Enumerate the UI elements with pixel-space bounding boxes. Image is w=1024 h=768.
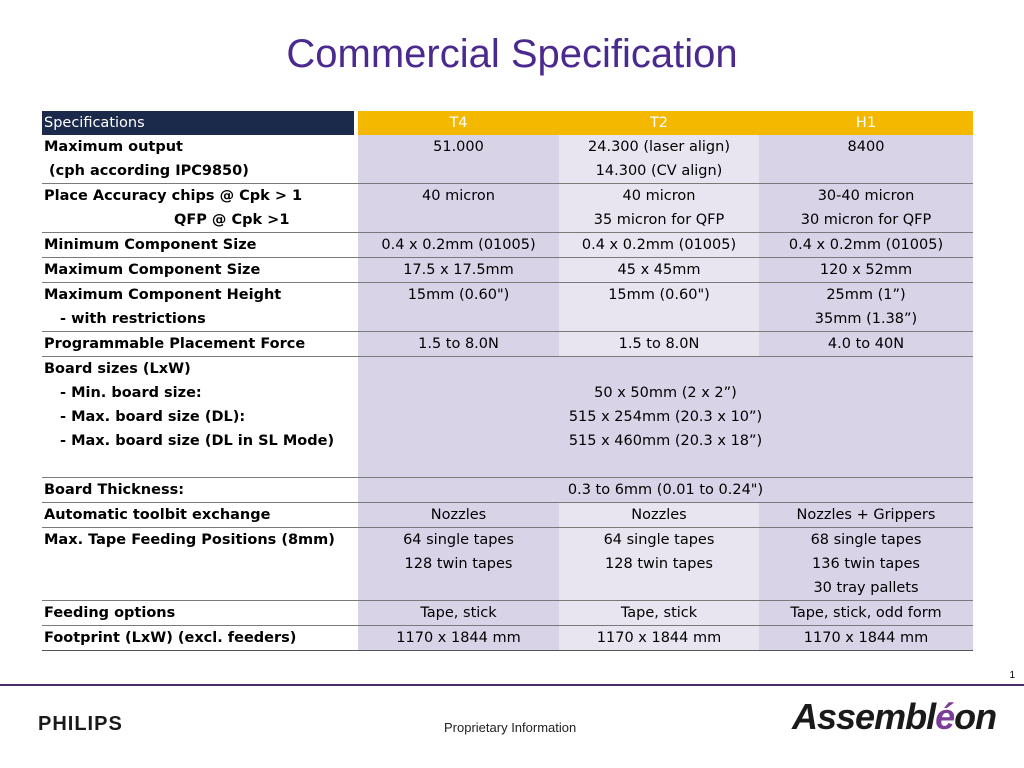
- table-row: Board sizes (LxW) - Min. board size: - M…: [42, 356, 973, 478]
- cell-h1: 68 single tapes 136 twin tapes 30 tray pal…: [759, 527, 973, 601]
- table-row: Place Accuracy chips @ Cpk > 1 QFP @ Cpk…: [42, 183, 973, 233]
- row-label: Feeding options: [44, 605, 176, 621]
- table-row: Maximum Component Height - with restrict…: [42, 282, 973, 332]
- table-row: Feeding options Tape, stick Tape, stick …: [42, 600, 973, 626]
- header-specifications: Specifications: [42, 111, 354, 135]
- table-row: Automatic toolbit exchange Nozzles Nozzl…: [42, 502, 973, 528]
- table-row: Maximum output (cph according IPC9850) 5…: [42, 135, 973, 184]
- table-header-row: Specifications T4 T2 H1: [42, 111, 973, 135]
- cell-t2: 40 micron 35 micron for QFP: [559, 183, 759, 233]
- row-label: Maximum Component Height - with restrict…: [44, 287, 282, 327]
- header-t2: T2: [559, 111, 759, 135]
- cell-t4: 40 micron: [358, 183, 559, 233]
- cell-t4: 1170 x 1844 mm: [358, 625, 559, 651]
- row-label: Maximum output (cph according IPC9850): [44, 139, 249, 179]
- table-row: Max. Tape Feeding Positions (8mm) 64 sin…: [42, 527, 973, 601]
- cell-t4: 0.4 x 0.2mm (01005): [358, 232, 559, 258]
- cell-t2: 15mm (0.60"): [559, 282, 759, 332]
- page-title: Commercial Specification: [286, 32, 738, 76]
- table-row: Programmable Placement Force 1.5 to 8.0N…: [42, 331, 973, 357]
- cell-t2: Tape, stick: [559, 600, 759, 626]
- header-h1: H1: [759, 111, 973, 135]
- cell-t4: 51.000: [358, 135, 559, 184]
- cell-t4: 15mm (0.60"): [358, 282, 559, 332]
- table-row: Maximum Component Size 17.5 x 17.5mm 45 …: [42, 257, 973, 283]
- row-label: Board Thickness:: [44, 482, 185, 498]
- row-label: Place Accuracy chips @ Cpk > 1 QFP @ Cpk…: [44, 188, 303, 228]
- cell-h1: Tape, stick, odd form: [759, 600, 973, 626]
- row-label: Footprint (LxW) (excl. feeders): [44, 630, 297, 646]
- cell-t2: 1.5 to 8.0N: [559, 331, 759, 357]
- cell-h1: 4.0 to 40N: [759, 331, 973, 357]
- cell-merged-board-sizes: 50 x 50mm (2 x 2”) 515 x 254mm (20.3 x 1…: [358, 356, 973, 478]
- cell-t2: Nozzles: [559, 502, 759, 528]
- cell-t2: 64 single tapes 128 twin tapes: [559, 527, 759, 601]
- row-label: Minimum Component Size: [44, 237, 257, 253]
- proprietary-information-text: Proprietary Information: [444, 720, 577, 735]
- cell-h1: Nozzles + Grippers: [759, 502, 973, 528]
- row-label: Max. Tape Feeding Positions (8mm): [44, 532, 335, 548]
- cell-t2: 1170 x 1844 mm: [559, 625, 759, 651]
- philips-logo: PHILIPS: [38, 713, 123, 735]
- cell-h1: 8400: [759, 135, 973, 184]
- cell-h1: 25mm (1”) 35mm (1.38”): [759, 282, 973, 332]
- header-t4: T4: [358, 111, 559, 135]
- cell-t4: Tape, stick: [358, 600, 559, 626]
- cell-t4: 64 single tapes 128 twin tapes: [358, 527, 559, 601]
- table-row: Minimum Component Size 0.4 x 0.2mm (0100…: [42, 232, 973, 258]
- row-label: Automatic toolbit exchange: [44, 507, 271, 523]
- row-label: Board sizes (LxW) - Min. board size: - M…: [44, 361, 335, 449]
- cell-t2: 24.300 (laser align) 14.300 (CV align): [559, 135, 759, 184]
- cell-t4: 1.5 to 8.0N: [358, 331, 559, 357]
- table-row: Footprint (LxW) (excl. feeders) 1170 x 1…: [42, 625, 973, 651]
- row-label: Programmable Placement Force: [44, 336, 306, 352]
- cell-t2: 0.4 x 0.2mm (01005): [559, 232, 759, 258]
- table-row: Board Thickness: 0.3 to 6mm (0.01 to 0.2…: [42, 477, 973, 503]
- footer-divider: [0, 684, 1024, 686]
- cell-t4: Nozzles: [358, 502, 559, 528]
- page-number: 1: [1009, 670, 1015, 681]
- cell-h1: 120 x 52mm: [759, 257, 973, 283]
- cell-t2: 45 x 45mm: [559, 257, 759, 283]
- cell-h1: 0.4 x 0.2mm (01005): [759, 232, 973, 258]
- spec-table: Specifications T4 T2 H1 Maximum output (…: [42, 111, 973, 651]
- row-label: Maximum Component Size: [44, 262, 261, 278]
- assembleon-logo: Assembléon: [792, 696, 997, 737]
- cell-t4: 17.5 x 17.5mm: [358, 257, 559, 283]
- cell-merged-board-thickness: 0.3 to 6mm (0.01 to 0.24"): [358, 477, 973, 503]
- cell-h1: 1170 x 1844 mm: [759, 625, 973, 651]
- cell-h1: 30-40 micron 30 micron for QFP: [759, 183, 973, 233]
